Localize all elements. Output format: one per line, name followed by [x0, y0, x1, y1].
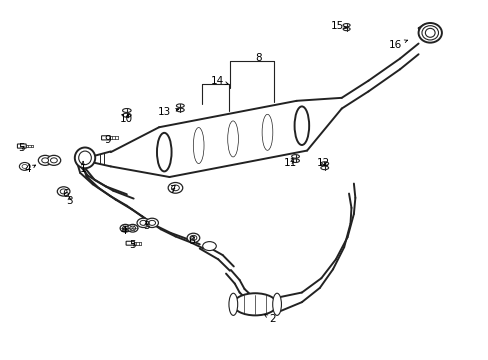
- Ellipse shape: [38, 156, 52, 165]
- Text: 5: 5: [19, 143, 25, 153]
- Ellipse shape: [171, 185, 179, 191]
- Ellipse shape: [60, 189, 67, 194]
- Ellipse shape: [418, 23, 441, 42]
- Text: 12: 12: [316, 158, 329, 168]
- Ellipse shape: [75, 148, 95, 168]
- Ellipse shape: [227, 121, 238, 157]
- Text: 9: 9: [104, 135, 110, 145]
- Ellipse shape: [47, 156, 61, 165]
- Text: 4: 4: [25, 164, 36, 174]
- Ellipse shape: [145, 218, 158, 228]
- Ellipse shape: [193, 127, 203, 163]
- Ellipse shape: [228, 293, 237, 315]
- Text: 3: 3: [66, 197, 73, 206]
- Ellipse shape: [20, 162, 30, 170]
- Ellipse shape: [120, 224, 130, 232]
- Ellipse shape: [79, 151, 91, 165]
- Ellipse shape: [187, 233, 200, 243]
- Text: 14: 14: [211, 76, 227, 86]
- Ellipse shape: [202, 242, 216, 251]
- Ellipse shape: [294, 107, 308, 145]
- Text: 15: 15: [330, 21, 346, 31]
- Ellipse shape: [233, 293, 277, 315]
- Ellipse shape: [140, 220, 146, 225]
- Ellipse shape: [157, 133, 171, 171]
- Ellipse shape: [137, 218, 149, 228]
- Text: 2: 2: [264, 314, 275, 324]
- Text: 10: 10: [120, 113, 133, 123]
- Ellipse shape: [272, 293, 281, 315]
- Ellipse shape: [425, 28, 434, 37]
- Ellipse shape: [57, 187, 70, 196]
- Ellipse shape: [22, 165, 27, 168]
- Ellipse shape: [122, 226, 128, 230]
- Text: 1: 1: [80, 161, 86, 174]
- Ellipse shape: [127, 224, 138, 232]
- Text: 8: 8: [254, 53, 261, 63]
- Ellipse shape: [50, 158, 57, 163]
- Ellipse shape: [168, 183, 183, 193]
- Text: 3: 3: [142, 221, 149, 231]
- Text: 7: 7: [169, 185, 176, 195]
- Ellipse shape: [262, 114, 272, 150]
- Ellipse shape: [129, 226, 135, 230]
- Text: 6: 6: [188, 236, 195, 246]
- Text: 13: 13: [157, 107, 178, 117]
- Text: 11: 11: [284, 158, 297, 168]
- FancyBboxPatch shape: [126, 241, 134, 245]
- Text: 16: 16: [388, 40, 407, 50]
- FancyBboxPatch shape: [102, 136, 110, 140]
- Ellipse shape: [41, 158, 48, 163]
- Ellipse shape: [190, 235, 197, 240]
- Text: 6: 6: [62, 189, 69, 199]
- Text: 5: 5: [129, 240, 136, 250]
- Text: 4: 4: [121, 226, 127, 236]
- Ellipse shape: [421, 26, 438, 40]
- FancyBboxPatch shape: [18, 144, 26, 148]
- Ellipse shape: [148, 220, 155, 225]
